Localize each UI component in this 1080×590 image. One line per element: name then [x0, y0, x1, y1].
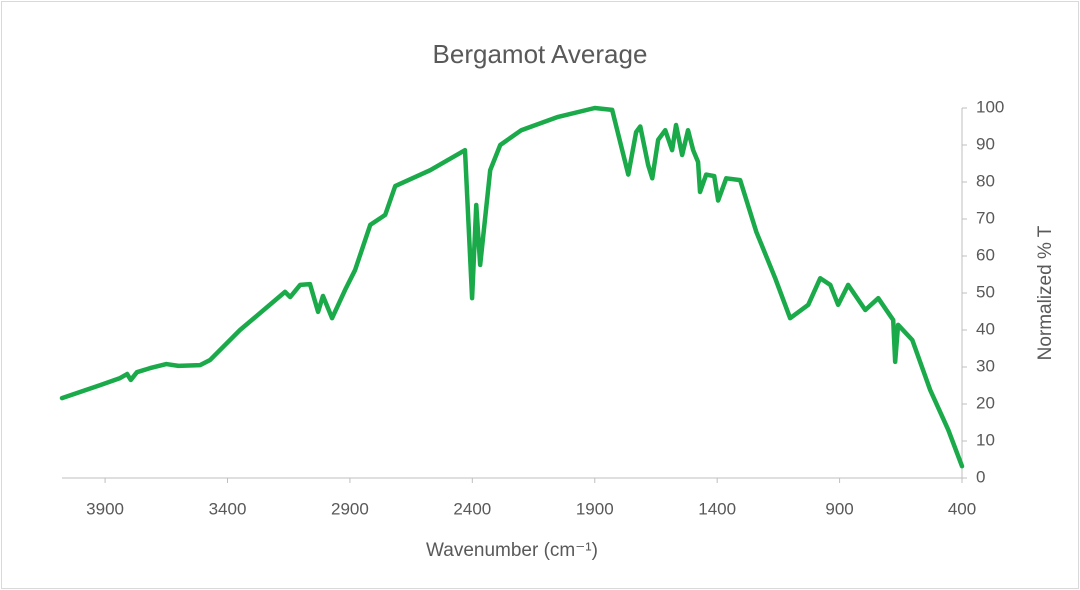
y-tick-label: 30	[976, 356, 995, 375]
y-tick-label: 100	[976, 97, 1004, 116]
x-tick-label: 1400	[698, 499, 736, 518]
y-tick-label: 50	[976, 282, 995, 301]
y-tick-label: 0	[976, 467, 985, 486]
x-axis-title: Wavenumber (cm⁻¹)	[426, 540, 598, 561]
y-axis-title: Normalized % T	[1035, 225, 1056, 360]
y-tick-label: 40	[976, 319, 995, 338]
x-tick-label: 2900	[331, 499, 369, 518]
y-tick-label: 10	[976, 430, 995, 449]
y-tick-label: 70	[976, 208, 995, 227]
y-tick-label: 60	[976, 245, 995, 264]
chart-title: Bergamot Average	[433, 39, 648, 69]
x-tick-label: 3900	[86, 499, 124, 518]
y-tick-label: 90	[976, 134, 995, 153]
x-tick-label: 3400	[209, 499, 247, 518]
y-tick-label: 20	[976, 393, 995, 412]
x-tick-label: 2400	[453, 499, 491, 518]
x-tick-label: 900	[825, 499, 853, 518]
line-series	[59, 105, 965, 469]
x-tick-label: 400	[948, 499, 976, 518]
x-tick-label: 1900	[576, 499, 614, 518]
y-tick-label: 80	[976, 171, 995, 190]
